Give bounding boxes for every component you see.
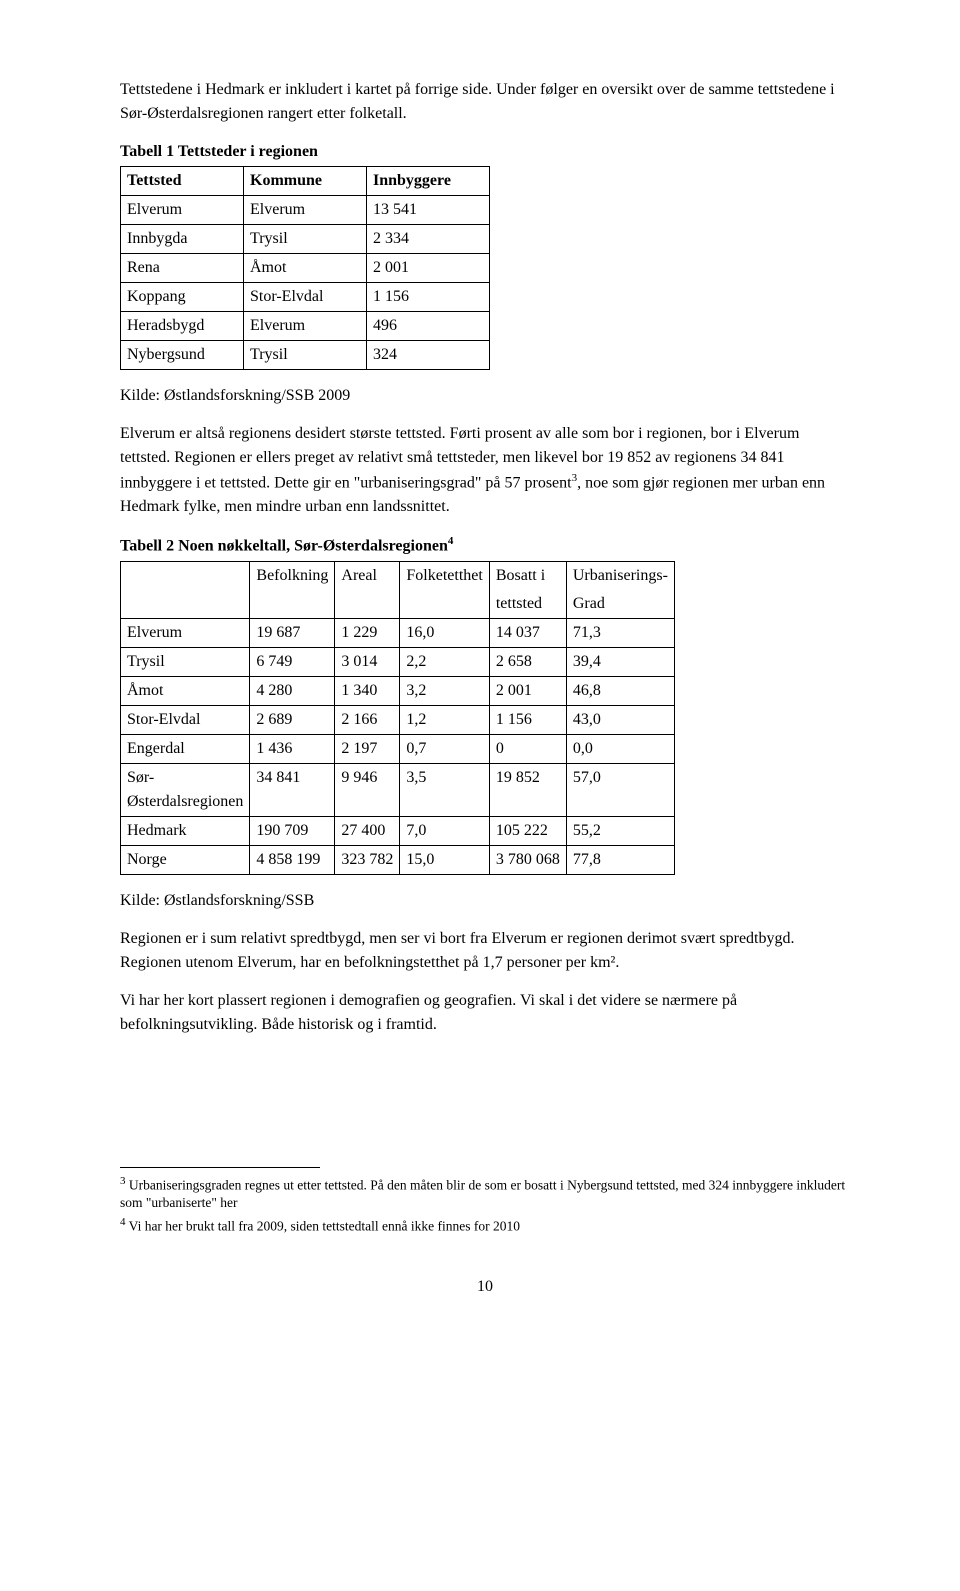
col-header: Urbaniserings- bbox=[566, 561, 674, 590]
table-row: RenaÅmot2 001 bbox=[121, 254, 490, 283]
body-paragraph: Elverum er altså regionens desidert stør… bbox=[120, 422, 850, 519]
col-header bbox=[121, 561, 250, 618]
table1-caption: Tabell 1 Tettsteder i regionen bbox=[120, 140, 850, 164]
table-row: NybergsundTrysil324 bbox=[121, 341, 490, 370]
table-row: Befolkning Areal Folketetthet Bosatt i U… bbox=[121, 561, 675, 590]
footnote-4: 4 Vi har her brukt tall fra 2009, siden … bbox=[120, 1215, 850, 1236]
table-row: InnbygdaTrysil2 334 bbox=[121, 225, 490, 254]
footnotes: 3 Urbaniseringsgraden regnes ut etter te… bbox=[120, 1174, 850, 1236]
table-row: Stor-Elvdal2 6892 1661,21 15643,0 bbox=[121, 705, 675, 734]
body-paragraph: Vi har her kort plassert regionen i demo… bbox=[120, 989, 850, 1037]
table-row: Tettsted Kommune Innbyggere bbox=[121, 167, 490, 196]
intro-paragraph: Tettstedene i Hedmark er inkludert i kar… bbox=[120, 78, 850, 126]
footnote-separator bbox=[120, 1167, 320, 1168]
table-row: Trysil6 7493 0142,22 65839,4 bbox=[121, 647, 675, 676]
col-header: Areal bbox=[335, 561, 400, 618]
table1-source: Kilde: Østlandsforskning/SSB 2009 bbox=[120, 384, 850, 408]
col-header: Grad bbox=[566, 590, 674, 619]
table2-source: Kilde: Østlandsforskning/SSB bbox=[120, 889, 850, 913]
table-row: ElverumElverum13 541 bbox=[121, 196, 490, 225]
table-row: Åmot4 2801 3403,22 00146,8 bbox=[121, 676, 675, 705]
table1: Tettsted Kommune Innbyggere ElverumElver… bbox=[120, 166, 490, 370]
footnote-ref-4: 4 bbox=[448, 535, 454, 547]
col-header: Befolkning bbox=[250, 561, 335, 618]
col-header: Innbyggere bbox=[367, 167, 490, 196]
col-header: Folketetthet bbox=[400, 561, 489, 618]
table-row: KoppangStor-Elvdal1 156 bbox=[121, 283, 490, 312]
col-header: tettsted bbox=[489, 590, 566, 619]
col-header: Bosatt i bbox=[489, 561, 566, 590]
col-header: Tettsted bbox=[121, 167, 244, 196]
table-row: Engerdal1 4362 1970,700,0 bbox=[121, 734, 675, 763]
col-header: Kommune bbox=[244, 167, 367, 196]
footnote-3: 3 Urbaniseringsgraden regnes ut etter te… bbox=[120, 1174, 850, 1213]
table-row: Norge4 858 199323 78215,03 780 06877,8 bbox=[121, 845, 675, 874]
table-row: Elverum19 6871 22916,014 03771,3 bbox=[121, 618, 675, 647]
table-row: Hedmark190 70927 4007,0105 22255,2 bbox=[121, 816, 675, 845]
table2-caption: Tabell 2 Noen nøkkeltall, Sør-Østerdalsr… bbox=[120, 533, 850, 558]
table-row: Sør-Østerdalsregionen 34 8419 9463,519 8… bbox=[121, 763, 675, 816]
body-paragraph: Regionen er i sum relativt spredtbygd, m… bbox=[120, 927, 850, 975]
table-row: HeradsbygdElverum496 bbox=[121, 312, 490, 341]
table2: Befolkning Areal Folketetthet Bosatt i U… bbox=[120, 561, 675, 875]
page-number: 10 bbox=[120, 1275, 850, 1299]
